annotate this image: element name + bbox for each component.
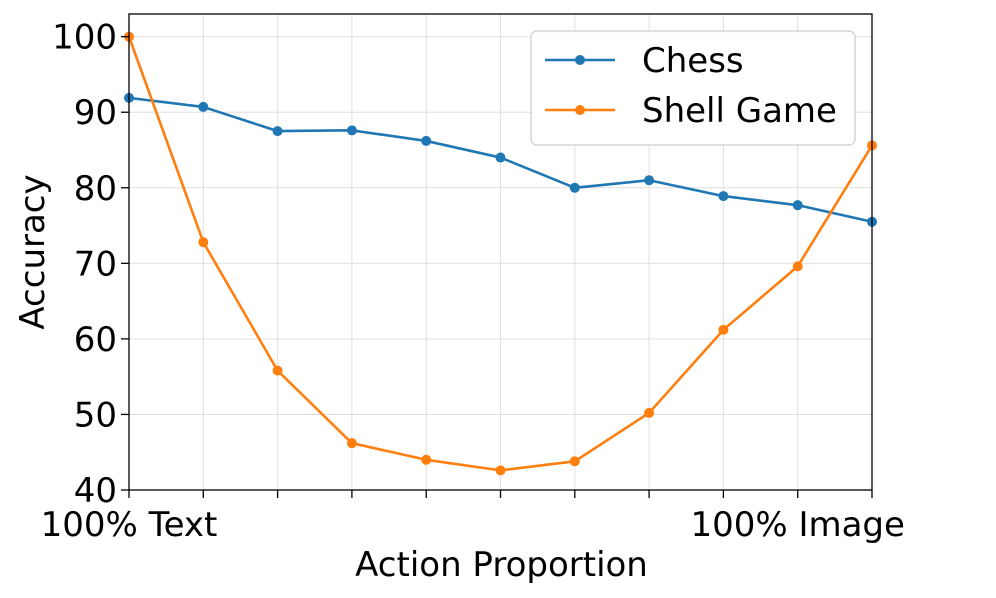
y-tick-label: 90 <box>74 93 117 133</box>
data-point <box>272 365 283 376</box>
data-point <box>272 126 283 137</box>
x-axis-label: Action Proportion <box>355 545 648 585</box>
data-point <box>495 465 506 476</box>
data-point <box>644 175 655 186</box>
data-point <box>198 101 209 112</box>
legend-label: Shell Game <box>642 91 837 131</box>
legend-label: Chess <box>642 41 744 81</box>
series-shell-game <box>124 31 877 476</box>
axes: 40 50 60 70 80 90 100 100% Text 100% Image <box>41 18 905 545</box>
legend-marker <box>575 105 585 115</box>
data-point <box>644 407 655 418</box>
y-axis-label: Accuracy <box>13 174 53 329</box>
data-point <box>421 135 432 146</box>
data-point <box>495 152 506 163</box>
data-point <box>718 191 729 202</box>
data-point <box>421 454 432 465</box>
legend: Chess Shell Game <box>530 30 856 146</box>
data-point <box>569 456 580 467</box>
y-tick-label: 50 <box>74 395 117 435</box>
data-point <box>198 237 209 248</box>
y-tick-label: 60 <box>74 320 117 360</box>
data-point <box>346 125 357 136</box>
y-tick-label: 80 <box>74 169 117 209</box>
x-tick-label: 100% Image <box>690 505 905 545</box>
x-tick-label: 100% Text <box>41 505 218 545</box>
data-point <box>792 261 803 272</box>
y-tick-label: 70 <box>74 244 117 284</box>
data-point <box>792 200 803 211</box>
y-tick-label: 100 <box>52 18 117 58</box>
legend-marker <box>575 55 585 65</box>
data-point <box>569 182 580 193</box>
y-tick-label: 40 <box>74 471 117 511</box>
data-point <box>346 438 357 449</box>
data-point <box>718 324 729 335</box>
